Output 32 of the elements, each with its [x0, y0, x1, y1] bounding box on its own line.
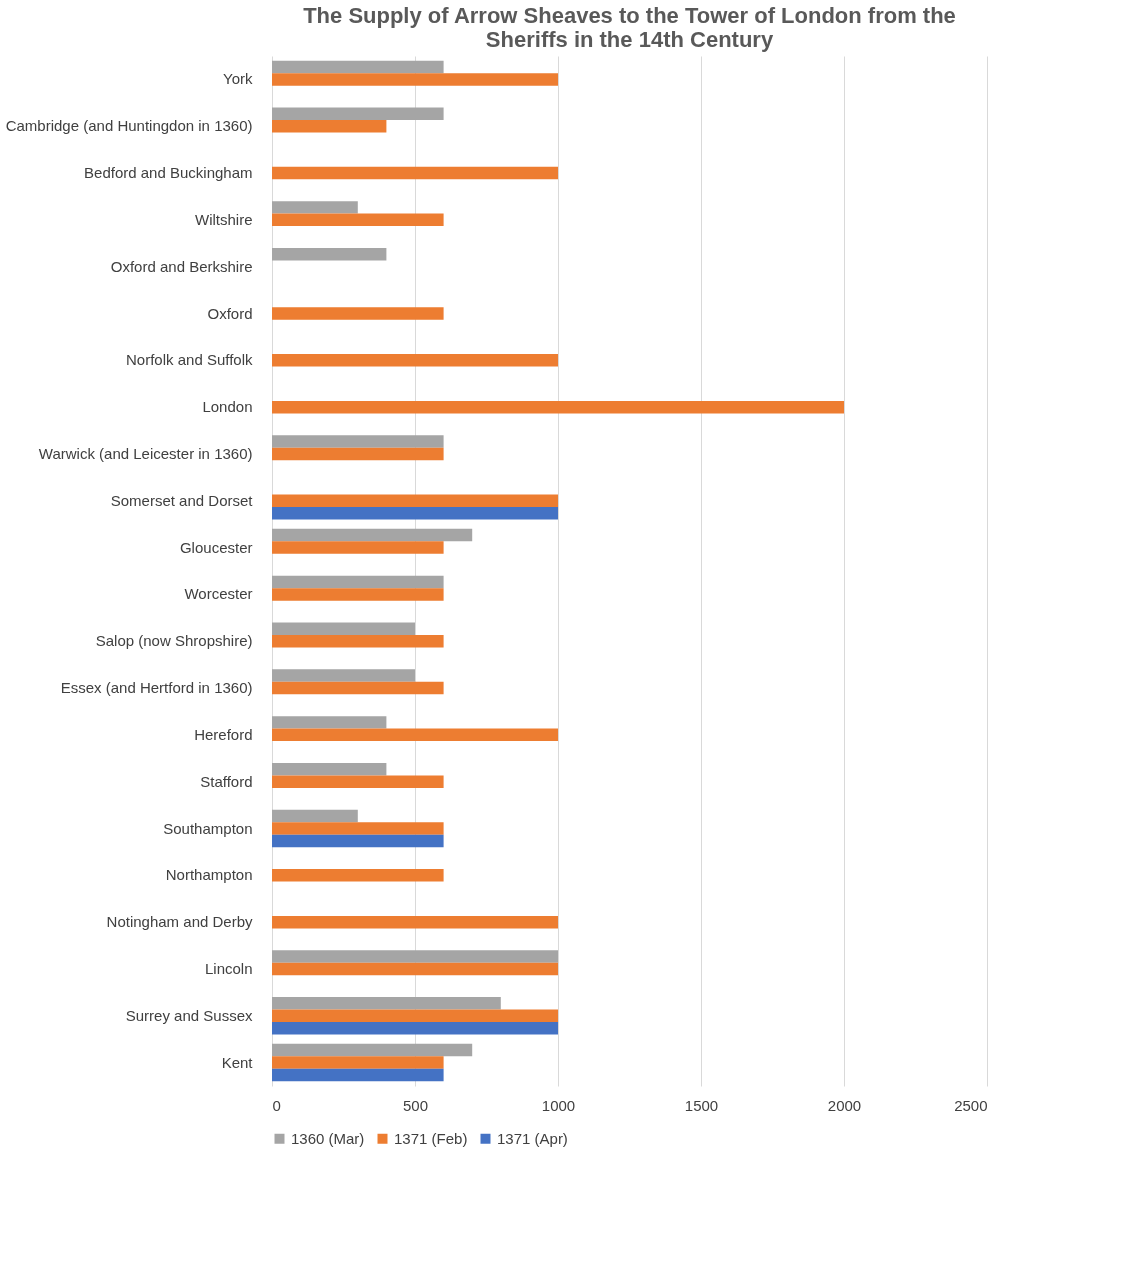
y-tick-label: Salop (now Shropshire)	[95, 632, 253, 650]
y-tick-label: Oxford and Berkshire	[110, 257, 253, 275]
y-tick-label: Lincoln	[204, 959, 253, 977]
y-tick-label: Surrey and Sussex	[125, 1006, 253, 1024]
y-tick-label: Oxford	[207, 304, 253, 322]
legend-label: 1371 (Apr)	[497, 1129, 568, 1147]
y-tick-label: Northampton	[165, 866, 253, 884]
x-tick-label: 2500	[954, 1096, 988, 1114]
y-tick-label: York	[223, 70, 253, 88]
y-tick-label: Norfolk and Suffolk	[126, 351, 253, 369]
y-tick-label: Somerset and Dorset	[110, 491, 254, 509]
y-tick-label: Essex (and Hertford in 1360)	[60, 679, 253, 697]
y-tick-label: Gloucester	[179, 538, 253, 556]
y-tick-label: London	[202, 398, 253, 416]
y-tick-label: Worcester	[184, 585, 253, 603]
legend-label: 1371 (Feb)	[394, 1129, 468, 1147]
y-tick-label: Southampton	[163, 819, 253, 837]
y-tick-label: Kent	[221, 1053, 254, 1071]
y-tick-label: Bedford and Buckingham	[84, 164, 253, 182]
chart-title: The Supply of Arrow Sheaves to the Tower of London from the Sheriffs in the 14th Century	[303, 3, 956, 52]
x-tick-label: 2000	[827, 1096, 862, 1114]
y-tick-label: Hereford	[194, 725, 253, 743]
y-tick-label: Wiltshire	[194, 210, 253, 228]
y-tick-label: Stafford	[200, 772, 253, 790]
x-tick-label: 1500	[684, 1096, 719, 1114]
x-tick-label: 0	[272, 1096, 281, 1114]
y-tick-label: Cambridge (and Huntingdon in 1360)	[5, 117, 253, 135]
legend-label: 1360 (Mar)	[291, 1129, 365, 1147]
x-tick-label: 500	[402, 1096, 429, 1114]
y-tick-label: Warwick (and Leicester in 1360)	[38, 444, 253, 462]
x-tick-label: 1000	[541, 1096, 576, 1114]
y-tick-label: Notingham and Derby	[106, 913, 253, 931]
